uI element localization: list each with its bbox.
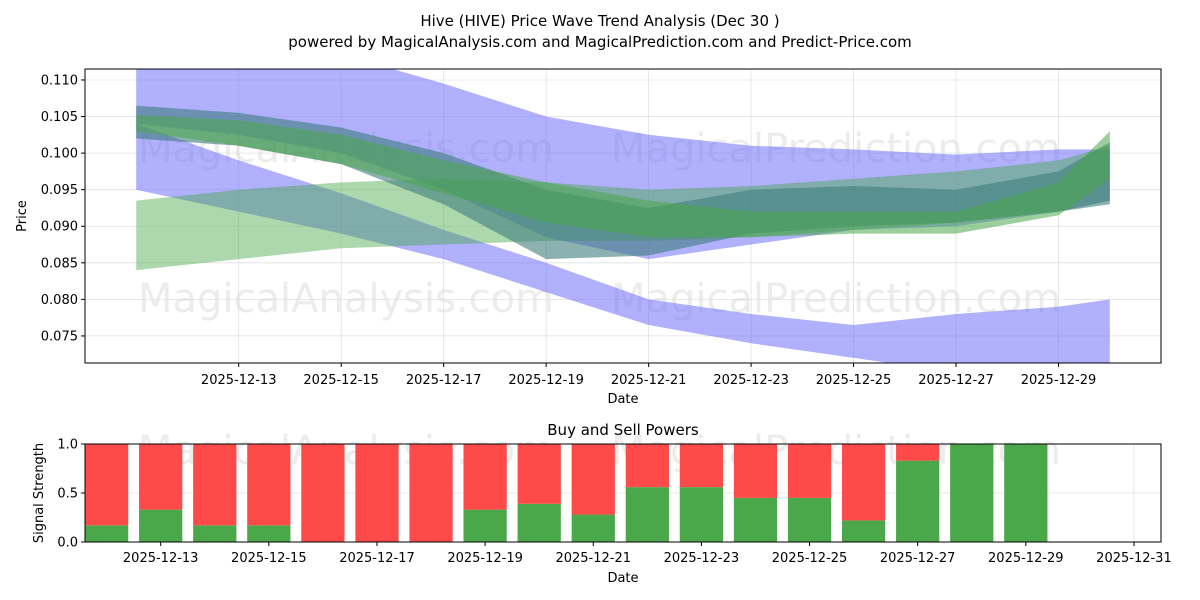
price-y-tick-label: 0.085 xyxy=(41,256,78,271)
sell-bar xyxy=(193,444,237,526)
signal-chart: Buy and Sell Powers MagicalAnalysis.com M… xyxy=(32,421,1172,586)
buy-bar xyxy=(950,444,994,542)
signal-x-tick-label: 2025-12-17 xyxy=(339,551,415,566)
buy-bar xyxy=(517,503,561,542)
buy-bar xyxy=(733,497,778,542)
sell-bar xyxy=(787,444,832,498)
buy-bar xyxy=(841,520,886,542)
signal-y-axis-label: Signal Strength xyxy=(32,443,47,543)
signal-y-tick-label: 1.0 xyxy=(57,438,78,453)
signal-y-ticks: 0.0 0.5 1.0 xyxy=(57,438,85,551)
sell-bar xyxy=(463,444,507,510)
price-y-tick-label: 0.090 xyxy=(41,220,78,235)
figure-title: Hive (HIVE) Price Wave Trend Analysis (D… xyxy=(420,12,779,30)
price-x-tick-label: 2025-12-15 xyxy=(303,373,379,388)
price-x-tick-label: 2025-12-27 xyxy=(918,373,994,388)
price-y-tick-label: 0.110 xyxy=(41,73,78,88)
sell-bar xyxy=(841,444,886,521)
buy-bar xyxy=(1004,444,1048,542)
buy-bar xyxy=(571,514,615,542)
sell-bar xyxy=(409,444,453,542)
signal-x-tick-label: 2025-12-25 xyxy=(772,551,848,566)
sell-bar xyxy=(679,444,724,488)
signal-x-tick-label: 2025-12-13 xyxy=(123,551,199,566)
sell-bar xyxy=(625,444,669,488)
sell-bar xyxy=(733,444,778,498)
price-x-ticks: 2025-12-13 2025-12-15 2025-12-17 2025-12-19… xyxy=(201,363,1096,388)
sell-bar xyxy=(85,444,129,526)
figure-subtitle: powered by MagicalAnalysis.com and Magic… xyxy=(288,33,912,51)
price-x-tick-label: 2025-12-29 xyxy=(1021,373,1097,388)
signal-x-tick-label: 2025-12-21 xyxy=(555,551,631,566)
sell-bar xyxy=(571,444,615,515)
signal-x-axis-label: Date xyxy=(607,571,638,586)
buy-bar xyxy=(139,509,183,542)
price-y-tick-label: 0.105 xyxy=(41,110,78,125)
buy-bar xyxy=(247,525,291,542)
price-x-tick-label: 2025-12-13 xyxy=(201,373,277,388)
price-chart: MagicalAnalysis.com MagicalPrediction.com… xyxy=(15,68,1162,407)
sell-bar xyxy=(517,444,561,504)
sell-bar xyxy=(355,444,399,542)
buy-bar xyxy=(896,460,940,542)
signal-x-tick-label: 2025-12-23 xyxy=(664,551,740,566)
buy-bar xyxy=(463,509,507,542)
buy-bar xyxy=(679,487,724,542)
signal-x-tick-label: 2025-12-15 xyxy=(231,551,307,566)
watermark-text: MagicalPrediction.com xyxy=(611,428,1061,474)
price-x-tick-label: 2025-12-21 xyxy=(611,373,687,388)
signal-y-tick-label: 0.0 xyxy=(57,536,78,551)
price-y-tick-label: 0.095 xyxy=(41,183,78,198)
signal-x-tick-label: 2025-12-27 xyxy=(880,551,956,566)
price-x-tick-label: 2025-12-19 xyxy=(508,373,584,388)
signal-x-tick-label: 2025-12-29 xyxy=(988,551,1064,566)
price-y-axis-label: Price xyxy=(15,200,30,232)
buy-bar xyxy=(625,487,669,542)
price-y-tick-label: 0.080 xyxy=(41,293,78,308)
price-y-ticks: 0.075 0.080 0.085 0.090 0.095 0.100 0.105 0.110 xyxy=(41,73,85,344)
sell-bar xyxy=(896,444,940,461)
sell-bar xyxy=(247,444,291,526)
price-x-tick-label: 2025-12-23 xyxy=(713,373,789,388)
price-bands xyxy=(136,69,1110,363)
buy-bar xyxy=(787,497,832,542)
buy-bar xyxy=(193,525,237,542)
signal-y-tick-label: 0.5 xyxy=(57,487,78,502)
price-x-axis-label: Date xyxy=(607,392,638,407)
price-y-tick-label: 0.075 xyxy=(41,329,78,344)
signal-x-tick-label: 2025-12-19 xyxy=(447,551,523,566)
price-y-tick-label: 0.100 xyxy=(41,147,78,162)
signal-x-tick-label: 2025-12-31 xyxy=(1096,551,1172,566)
signal-chart-title: Buy and Sell Powers xyxy=(547,421,699,439)
price-x-tick-label: 2025-12-17 xyxy=(406,373,482,388)
buy-bar xyxy=(85,525,129,542)
sell-bar xyxy=(139,444,183,510)
signal-x-ticks: 2025-12-13 2025-12-15 2025-12-17 2025-12-19… xyxy=(123,542,1172,566)
price-plot-frame xyxy=(84,68,1162,364)
watermark-text: MagicalAnalysis.com xyxy=(138,276,554,322)
sell-bar xyxy=(301,444,345,542)
green-trend-band xyxy=(136,115,1110,238)
price-x-tick-label: 2025-12-25 xyxy=(816,373,892,388)
signal-bars xyxy=(85,444,1048,542)
lower-blue-band xyxy=(136,123,1110,363)
